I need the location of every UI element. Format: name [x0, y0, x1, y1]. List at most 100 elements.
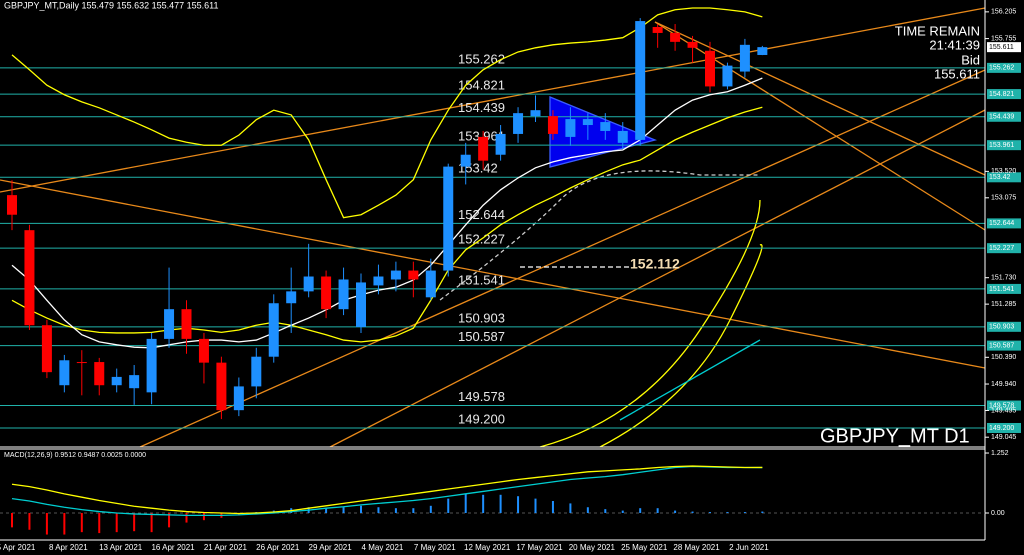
level-label: 152.644 [458, 207, 505, 222]
level-tag [987, 400, 1021, 411]
macd-tick-label: 1.252 [991, 450, 1009, 457]
macd-bar [569, 503, 572, 513]
macd-bar [464, 493, 467, 513]
candle-body [356, 282, 366, 328]
y-tick-label: 153.520 [991, 168, 1016, 175]
x-tick-label: 21 Apr 2021 [204, 543, 248, 552]
candle-body [670, 32, 681, 42]
y-tick-label: 149.940 [991, 381, 1016, 388]
level-tag [987, 243, 1021, 254]
macd-bar [412, 508, 415, 513]
y-tick-label: 151.730 [991, 275, 1016, 282]
candle-body [390, 270, 401, 280]
candle-body [443, 166, 454, 271]
candle-body [495, 133, 506, 155]
level-tag [987, 283, 1021, 294]
macd-bar [237, 512, 240, 516]
level-tag-label: 150.587 [989, 342, 1014, 349]
macd-bar [743, 512, 746, 513]
time-remain-label: TIME REMAIN [895, 23, 980, 38]
level-tag-label: 149.578 [989, 402, 1014, 409]
time-remain: 21:41:39 [929, 37, 980, 52]
x-tick-label: 2 Jun 2021 [729, 543, 769, 552]
level-tag [987, 89, 1021, 100]
y-tick-label: 150.390 [991, 354, 1016, 361]
bid-label: Bid [961, 52, 980, 67]
candle-body [111, 376, 122, 386]
level-label: 154.439 [458, 100, 505, 115]
level-tag [987, 218, 1021, 229]
macd-bar [656, 508, 659, 513]
candle-body [530, 110, 541, 117]
candle-body [635, 21, 646, 140]
macd-bar [202, 512, 205, 521]
x-tick-label: 16 Apr 2021 [151, 543, 195, 552]
trend-line [329, 109, 986, 448]
candle-body [164, 309, 175, 339]
macd-bar [761, 511, 764, 513]
macd-bar [11, 512, 13, 528]
envelope-line [599, 244, 763, 448]
macd-bar [98, 512, 101, 534]
x-tick-label: 7 May 2021 [414, 543, 456, 552]
x-tick-label: 29 Apr 2021 [309, 543, 353, 552]
macd-bar [377, 507, 380, 513]
macd-bar [28, 512, 31, 530]
macd-bar [63, 512, 66, 535]
candle-body [408, 270, 419, 280]
candle-body [94, 362, 105, 386]
macd-bar [517, 496, 520, 513]
macd-bar [360, 505, 362, 513]
candle-body [687, 41, 698, 48]
candle-body [7, 195, 17, 215]
macd-bar [604, 509, 607, 513]
level-tag-label: 155.262 [989, 65, 1014, 72]
macd-bar [325, 508, 328, 513]
symbol-line: GBPJPY_MT,Daily 155.479 155.632 155.477 … [4, 0, 218, 10]
macd-bar [394, 508, 397, 513]
level-tag-label: 153.961 [989, 142, 1014, 149]
x-tick-label: 4 May 2021 [362, 543, 404, 552]
macd-bar [429, 505, 432, 513]
x-tick-label: 26 Apr 2021 [256, 543, 300, 552]
macd-bar [639, 508, 642, 513]
candle-body [582, 119, 593, 126]
level-tag-label: 152.644 [989, 220, 1014, 227]
trend-line [139, 69, 986, 448]
y-tick-label: 155.755 [991, 35, 1016, 42]
level-tag-label: 151.541 [989, 286, 1014, 293]
level-tag-label: 154.821 [989, 91, 1014, 98]
y-tick-label: 149.495 [991, 407, 1016, 414]
x-tick-label: 5 Apr 2021 [0, 543, 36, 552]
x-tick-label: 13 Apr 2021 [99, 543, 143, 552]
indicator-line [619, 339, 761, 421]
candle-body [425, 270, 436, 298]
x-tick-label: 8 Apr 2021 [49, 543, 88, 552]
trend-line [0, 7, 986, 193]
candle-body [181, 309, 192, 339]
level-tag [987, 172, 1021, 183]
level-label: 150.903 [458, 310, 505, 325]
level-tag [987, 321, 1021, 332]
candle-body [565, 119, 576, 137]
candle-body [198, 338, 209, 363]
candle-body [233, 386, 244, 411]
y-tick-label: 156.205 [991, 9, 1016, 16]
drawings [0, 7, 986, 448]
overlay-line [11, 106, 763, 343]
macd-bar [534, 498, 537, 513]
level-tag-label: 154.439 [989, 114, 1014, 121]
x-tick-label: 20 May 2021 [569, 543, 616, 552]
macd-bar [586, 507, 589, 513]
macd-bar [185, 512, 188, 523]
level-tag [987, 340, 1021, 351]
candle-body [757, 47, 768, 55]
candle-body [739, 44, 750, 72]
level-label: 154.821 [458, 78, 505, 93]
candle-body [251, 356, 262, 387]
level-tag [987, 62, 1021, 73]
candle-body [460, 154, 471, 167]
candle-body [216, 362, 227, 411]
macd-line [11, 465, 763, 517]
